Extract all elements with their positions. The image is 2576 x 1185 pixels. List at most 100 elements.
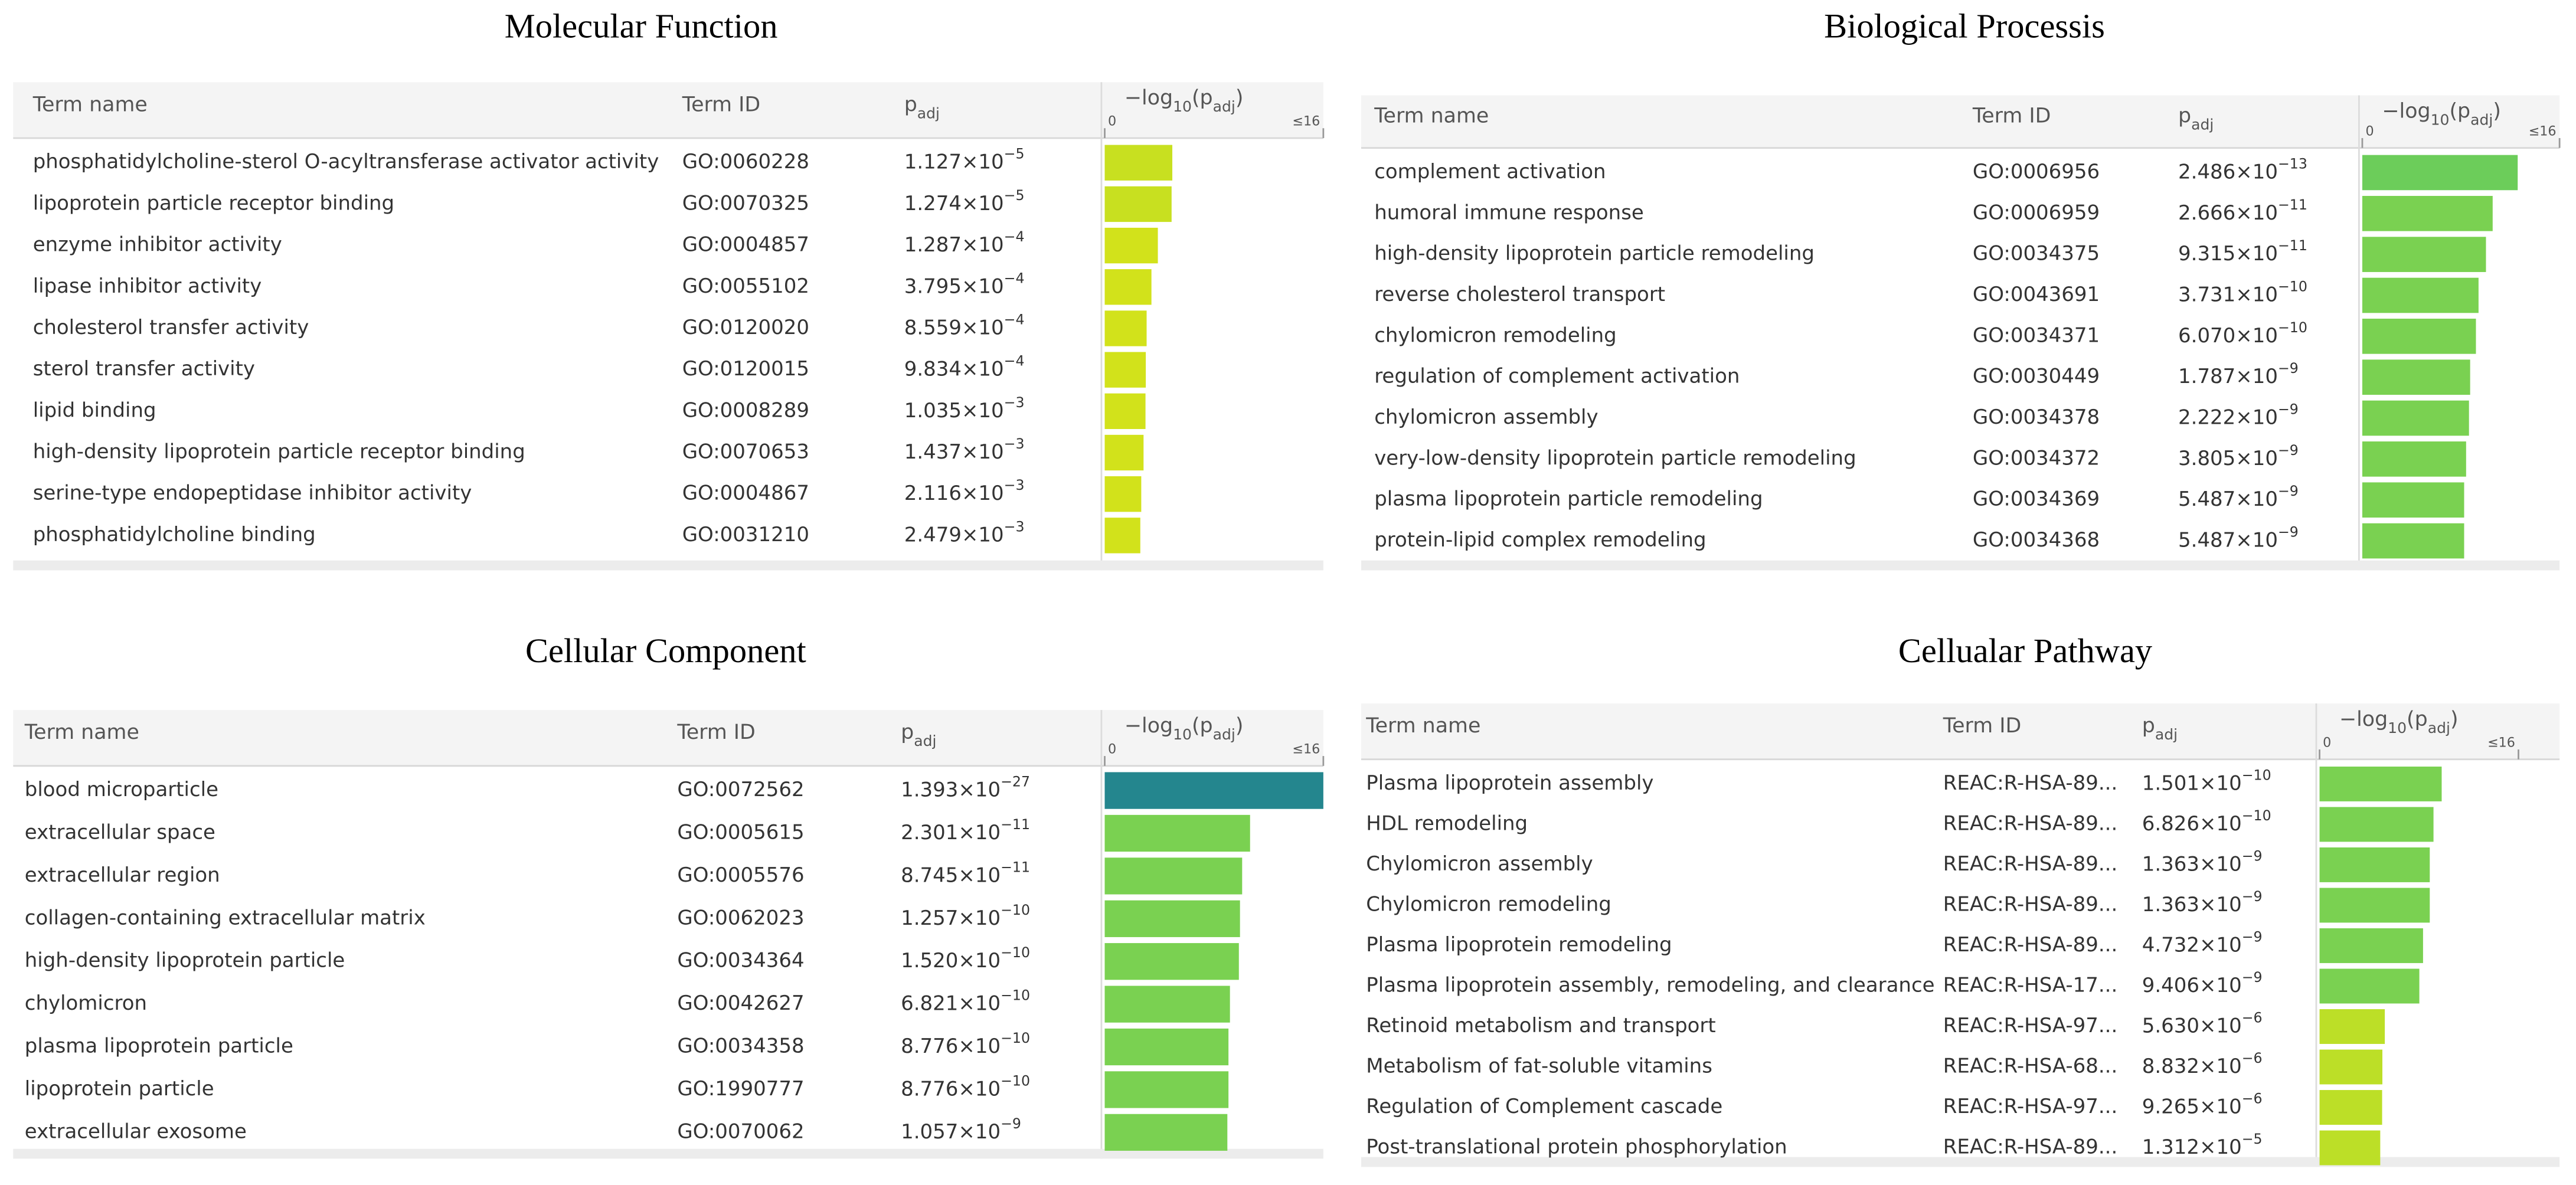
term-name: Plasma lipoprotein assembly, remodeling,… xyxy=(1366,973,1934,997)
p-adj-part: 6.070×10 xyxy=(2178,323,2278,347)
header-axis-label-part: (p xyxy=(2449,99,2470,123)
p-adj: 2.301×10−11 xyxy=(901,816,1030,844)
term-id: GO:0120020 xyxy=(682,316,809,339)
p-adj-part: 1.035×10 xyxy=(904,398,1004,422)
bar xyxy=(2319,766,2442,801)
bar xyxy=(2362,195,2493,231)
term-id: GO:0070653 xyxy=(682,440,809,464)
bar xyxy=(1104,1028,1229,1066)
p-adj-part: −9 xyxy=(2242,888,2263,904)
term-name: serine-type endopeptidase inhibitor acti… xyxy=(33,482,472,505)
header-axis-label-part: −log xyxy=(1124,86,1173,110)
bar xyxy=(1104,772,1323,809)
term-name: protein-lipid complex remodeling xyxy=(1374,528,1706,552)
bar xyxy=(2319,928,2423,963)
p-adj: 9.406×10−9 xyxy=(2142,968,2263,997)
p-adj-part: −5 xyxy=(1004,186,1025,203)
term-id: GO:1990777 xyxy=(677,1077,804,1101)
bar xyxy=(1104,393,1146,429)
term-name: high-density lipoprotein particle remode… xyxy=(1374,242,1815,266)
bar xyxy=(2362,482,2464,518)
p-adj: 1.127×10−5 xyxy=(904,145,1025,174)
header-padj-part: adj xyxy=(2191,116,2214,133)
bar xyxy=(1104,227,1158,264)
header-axis-label-part: ) xyxy=(1235,86,1244,110)
p-adj: 5.630×10−6 xyxy=(2142,1009,2263,1037)
p-adj: 9.315×10−11 xyxy=(2178,237,2307,266)
scrollbar xyxy=(1361,560,2560,571)
term-id: GO:0034375 xyxy=(1973,242,2100,266)
p-adj-part: −9 xyxy=(2278,483,2299,499)
term-name: plasma lipoprotein particle xyxy=(25,1035,293,1058)
bar xyxy=(1104,269,1152,305)
header-padj: padj xyxy=(904,93,940,122)
bar xyxy=(2362,155,2518,191)
term-id: GO:0062023 xyxy=(677,906,804,929)
term-id: GO:0008289 xyxy=(682,398,809,422)
header-padj-part: adj xyxy=(917,104,940,122)
p-adj-part: 1.437×10 xyxy=(904,440,1004,464)
p-adj: 1.501×10−10 xyxy=(2142,767,2271,795)
term-name: Plasma lipoprotein assembly xyxy=(1366,771,1653,795)
bar xyxy=(1104,352,1146,388)
term-id: REAC:R-HSA-89... xyxy=(1943,852,2117,876)
header-padj: padj xyxy=(2178,104,2214,133)
term-name: extracellular region xyxy=(25,863,220,887)
bar xyxy=(2362,359,2470,395)
p-adj: 2.116×10−3 xyxy=(904,477,1025,505)
p-adj-part: −4 xyxy=(1004,270,1025,286)
p-adj: 2.479×10−3 xyxy=(904,518,1025,546)
bar xyxy=(2362,237,2486,272)
term-name: chylomicron xyxy=(25,991,147,1015)
term-id: GO:0005615 xyxy=(677,820,804,844)
header-axis-label-part: adj xyxy=(1213,725,1235,742)
header-padj-part: adj xyxy=(2155,725,2178,742)
term-id: GO:0004867 xyxy=(682,482,809,505)
p-adj: 2.222×10−9 xyxy=(2178,401,2299,429)
term-id: GO:0034358 xyxy=(677,1035,804,1058)
header-axis-label: −log10(padj) xyxy=(2339,708,2459,736)
bar xyxy=(2319,1090,2382,1125)
term-name: lipoprotein particle receptor binding xyxy=(33,191,394,215)
term-id: GO:0034372 xyxy=(1973,446,2100,470)
term-id: GO:0070062 xyxy=(677,1119,804,1143)
p-adj-part: 1.787×10 xyxy=(2178,365,2278,388)
p-adj: 2.666×10−11 xyxy=(2178,196,2307,224)
p-adj-part: −5 xyxy=(1004,145,1025,162)
p-adj-part: −10 xyxy=(2242,767,2271,783)
p-adj: 8.745×10−11 xyxy=(901,859,1030,887)
bar xyxy=(2319,888,2430,923)
term-name: high-density lipoprotein particle xyxy=(25,949,345,973)
header-axis-label-part: ) xyxy=(2493,99,2501,123)
term-id: GO:0006959 xyxy=(1973,201,2100,224)
bar xyxy=(1104,518,1140,554)
term-id: GO:0006956 xyxy=(1973,160,2100,184)
term-id: GO:0004857 xyxy=(682,233,809,257)
p-adj-part: 8.776×10 xyxy=(901,1077,1001,1101)
scrollbar xyxy=(1361,1157,2560,1167)
header-axis-label-part: 10 xyxy=(2431,111,2450,128)
header-padj-part: p xyxy=(904,93,917,116)
p-adj-part: 1.312×10 xyxy=(2142,1135,2242,1159)
term-name: humoral immune response xyxy=(1374,201,1644,224)
p-adj-part: −9 xyxy=(2278,360,2299,377)
term-id: GO:0070325 xyxy=(682,191,809,215)
p-adj-part: 1.274×10 xyxy=(904,191,1004,215)
term-name: phosphatidylcholine-sterol O-acyltransfe… xyxy=(33,150,659,174)
header-axis-label-part: adj xyxy=(2470,111,2493,128)
header-axis-label: −log10(padj) xyxy=(1124,714,1244,743)
term-name: HDL remodeling xyxy=(1366,811,1528,835)
header-term-id: Term ID xyxy=(682,93,760,116)
p-adj: 1.393×10−27 xyxy=(901,773,1030,801)
axis-tick-label: ≤16 xyxy=(2529,123,2557,139)
term-id: GO:0043691 xyxy=(1973,283,2100,306)
p-adj-part: −3 xyxy=(1004,477,1025,493)
p-adj-part: 1.520×10 xyxy=(901,949,1001,973)
p-adj-part: −9 xyxy=(2278,523,2299,540)
term-id: REAC:R-HSA-89... xyxy=(1943,771,2117,795)
bar xyxy=(2319,847,2430,882)
header-term-id: Term ID xyxy=(1972,104,2051,128)
header-term-name: Term name xyxy=(1365,714,1480,738)
header-axis-label-part: −log xyxy=(2339,708,2388,731)
